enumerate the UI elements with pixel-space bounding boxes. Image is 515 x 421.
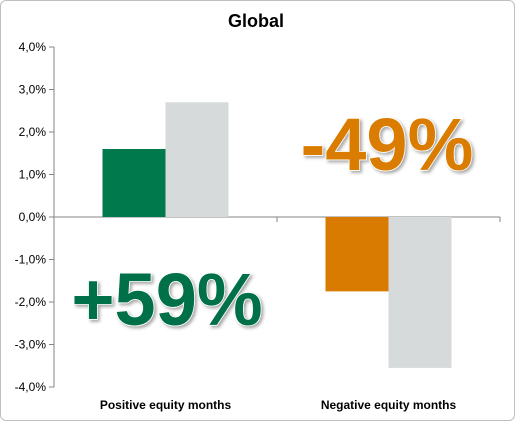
- x-category-label: Negative equity months: [321, 398, 457, 412]
- annotation-label: -49%: [301, 103, 474, 186]
- bar: [102, 149, 166, 217]
- y-tick-label: -2,0%: [15, 295, 47, 309]
- chart-title: Global: [228, 11, 284, 31]
- bar: [165, 102, 229, 217]
- y-tick-label: -3,0%: [15, 338, 47, 352]
- y-tick-label: 1,0%: [19, 168, 47, 182]
- y-tick-label: -1,0%: [15, 253, 47, 267]
- bar: [325, 217, 389, 292]
- y-tick-label: 0,0%: [19, 210, 47, 224]
- y-tick-label: -4,0%: [15, 380, 47, 394]
- y-tick-label: 3,0%: [19, 83, 47, 97]
- y-tick-label: 2,0%: [19, 125, 47, 139]
- annotation-label: +59%: [71, 258, 262, 341]
- bar: [388, 217, 452, 368]
- y-tick-label: 4,0%: [19, 40, 47, 54]
- x-category-label: Positive equity months: [100, 398, 232, 412]
